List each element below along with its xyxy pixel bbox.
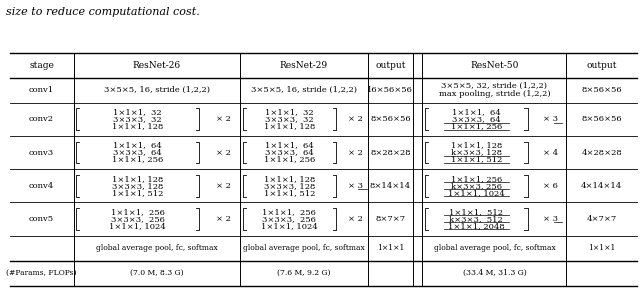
Text: 1×1×1, 128: 1×1×1, 128 [451,142,502,149]
Text: 1×1×1,  32: 1×1×1, 32 [113,108,162,116]
Text: 8×14×14: 8×14×14 [370,182,411,190]
Text: × 6: × 6 [543,182,558,190]
Text: 4×7×7: 4×7×7 [586,215,617,223]
Text: k×3×3,  512: k×3×3, 512 [449,215,503,223]
Text: × 3: × 3 [543,115,558,123]
Text: k×3×3, 256: k×3×3, 256 [451,182,502,190]
Text: ResNet-29: ResNet-29 [280,61,328,70]
Text: k×3×3, 128: k×3×3, 128 [451,149,502,156]
Text: 1×1×1, 128: 1×1×1, 128 [264,122,315,130]
Text: 8×7×7: 8×7×7 [375,215,406,223]
Text: ResNet-50: ResNet-50 [470,61,518,70]
Text: 4×28×28: 4×28×28 [581,149,622,156]
Text: × 2: × 2 [348,215,363,223]
Text: 1×1×1, 1024: 1×1×1, 1024 [448,189,505,197]
Text: × 2: × 2 [216,115,231,123]
Text: × 2: × 2 [216,182,231,190]
Text: 1×1×1, 128: 1×1×1, 128 [112,175,163,183]
Text: 1×1×1, 512: 1×1×1, 512 [264,189,315,197]
Text: ResNet-26: ResNet-26 [132,61,181,70]
Text: 1×1×1,  512: 1×1×1, 512 [449,208,503,216]
Text: 3×3×3,  256: 3×3×3, 256 [111,215,164,223]
Text: 1×1×1, 256: 1×1×1, 256 [112,156,163,163]
Text: 1×1×1: 1×1×1 [377,244,404,252]
Text: 16×56×56: 16×56×56 [367,86,413,94]
Text: global average pool, fc, softmax: global average pool, fc, softmax [433,244,556,252]
Text: × 2: × 2 [348,149,363,156]
Text: max pooling, stride (1,2,2): max pooling, stride (1,2,2) [438,91,550,98]
Text: global average pool, fc, softmax: global average pool, fc, softmax [243,244,365,252]
Text: 1×1×1, 2048: 1×1×1, 2048 [448,222,505,230]
Text: conv2: conv2 [29,115,54,123]
Text: 1×1×1, 1024: 1×1×1, 1024 [109,222,166,230]
Text: 1×1×1, 128: 1×1×1, 128 [264,175,315,183]
Text: 3×3×3,  64: 3×3×3, 64 [113,149,162,156]
Text: conv4: conv4 [29,182,54,190]
Text: global average pool, fc, softmax: global average pool, fc, softmax [96,244,218,252]
Text: conv3: conv3 [29,149,54,156]
Text: × 3: × 3 [348,182,363,190]
Text: × 2: × 2 [216,215,231,223]
Text: 3×3×3,  32: 3×3×3, 32 [265,115,314,123]
Text: 3×5×5, 32, stride (1,2,2): 3×5×5, 32, stride (1,2,2) [442,82,547,90]
Text: stage: stage [29,61,54,70]
Text: 1×1×1,  64: 1×1×1, 64 [265,142,314,149]
Text: 1×1×1,  64: 1×1×1, 64 [113,142,162,149]
Text: 3×3×3,  64: 3×3×3, 64 [452,115,500,123]
Text: conv5: conv5 [29,215,54,223]
Text: conv1: conv1 [29,86,54,94]
Text: 8×56×56: 8×56×56 [370,115,411,123]
Text: output: output [586,61,617,70]
Text: 1×1×1, 256: 1×1×1, 256 [264,156,315,163]
Text: 8×56×56: 8×56×56 [581,86,622,94]
Text: 3×3×3, 128: 3×3×3, 128 [264,182,315,190]
Text: 8×28×28: 8×28×28 [370,149,411,156]
Text: 8×56×56: 8×56×56 [581,115,622,123]
Text: 1×1×1,  256: 1×1×1, 256 [111,208,164,216]
Text: 3×3×3,  64: 3×3×3, 64 [265,149,314,156]
Text: 1×1×1, 128: 1×1×1, 128 [112,122,163,130]
Text: 1×1×1, 256: 1×1×1, 256 [451,122,502,130]
Text: × 4: × 4 [543,149,558,156]
Text: 3×3×3,  32: 3×3×3, 32 [113,115,162,123]
Text: 1×1×1, 512: 1×1×1, 512 [451,156,502,163]
Text: output: output [375,61,406,70]
Text: 1×1×1, 1024: 1×1×1, 1024 [261,222,317,230]
Text: 3×3×3, 128: 3×3×3, 128 [112,182,163,190]
Text: 1×1×1, 256: 1×1×1, 256 [451,175,502,183]
Text: (33.4 M, 31.3 G): (33.4 M, 31.3 G) [463,269,526,277]
Text: × 3: × 3 [543,215,558,223]
Text: 3×5×5, 16, stride (1,2,2): 3×5×5, 16, stride (1,2,2) [251,86,357,94]
Text: (7.6 M, 9.2 G): (7.6 M, 9.2 G) [277,269,331,277]
Text: 1×1×1: 1×1×1 [588,244,615,252]
Text: 1×1×1,  256: 1×1×1, 256 [262,208,316,216]
Text: × 2: × 2 [216,149,231,156]
Text: 4×14×14: 4×14×14 [581,182,622,190]
Text: 1×1×1,  32: 1×1×1, 32 [265,108,314,116]
Text: 3×3×3,  256: 3×3×3, 256 [262,215,316,223]
Text: size to reduce computational cost.: size to reduce computational cost. [6,7,200,17]
Text: 1×1×1, 512: 1×1×1, 512 [112,189,163,197]
Text: (#Params, FLOPs): (#Params, FLOPs) [6,269,77,277]
Text: × 2: × 2 [348,115,363,123]
Text: 3×5×5, 16, stride (1,2,2): 3×5×5, 16, stride (1,2,2) [104,86,210,94]
Text: (7.0 M, 8.3 G): (7.0 M, 8.3 G) [130,269,184,277]
Text: 1×1×1,  64: 1×1×1, 64 [452,108,500,116]
